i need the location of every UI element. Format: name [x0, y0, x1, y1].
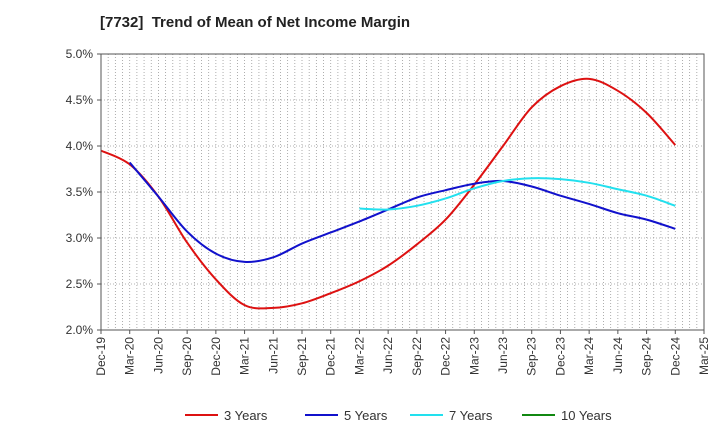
- x-tick-label: Jun-24: [611, 337, 625, 374]
- series-line-7-years: [359, 177, 676, 211]
- y-tick-label: 3.5%: [66, 185, 94, 199]
- y-tick-label: 4.0%: [66, 139, 94, 153]
- y-tick-label: 2.5%: [66, 277, 94, 291]
- x-tick-label: Dec-22: [439, 337, 453, 376]
- y-tick-label: 4.5%: [66, 93, 94, 107]
- x-tick-label: Sep-21: [295, 337, 309, 376]
- chart-title: [7732] Trend of Mean of Net Income Margi…: [100, 14, 411, 31]
- x-tick-label: Dec-24: [668, 337, 682, 376]
- x-tick-label: Jun-20: [151, 337, 165, 374]
- x-tick-label: Dec-23: [553, 337, 567, 376]
- x-tick-label: Dec-20: [209, 337, 223, 376]
- x-tick-label: Sep-24: [640, 337, 654, 376]
- x-tick-label: Dec-19: [94, 337, 108, 376]
- x-tick-label: Jun-23: [496, 337, 510, 374]
- legend-label-5-years: 5 Years: [344, 408, 388, 423]
- x-tick-label: Sep-23: [525, 337, 539, 376]
- x-tick-label: Sep-22: [410, 337, 424, 376]
- x-tick-label: Jun-21: [266, 337, 280, 374]
- x-tick-label: Mar-20: [123, 337, 137, 375]
- legend-label-7-years: 7 Years: [449, 408, 493, 423]
- x-tick-label: Dec-21: [324, 337, 338, 376]
- legend-label-10-years: 10 Years: [561, 408, 612, 423]
- y-tick-label: 2.0%: [66, 323, 94, 337]
- series-line-5-years: [128, 161, 676, 264]
- x-tick-label: Jun-22: [381, 337, 395, 374]
- x-tick-label: Sep-20: [180, 337, 194, 376]
- series-line-3-years: [100, 77, 677, 310]
- y-tick-label: 5.0%: [66, 47, 94, 61]
- x-tick-label: Mar-24: [582, 337, 596, 375]
- x-tick-label: Mar-21: [238, 337, 252, 375]
- x-tick-label: Mar-25: [697, 337, 711, 375]
- y-tick-label: 3.0%: [66, 231, 94, 245]
- x-tick-label: Mar-23: [467, 337, 481, 375]
- x-tick-label: Mar-22: [352, 337, 366, 375]
- legend-label-3-years: 3 Years: [224, 408, 268, 423]
